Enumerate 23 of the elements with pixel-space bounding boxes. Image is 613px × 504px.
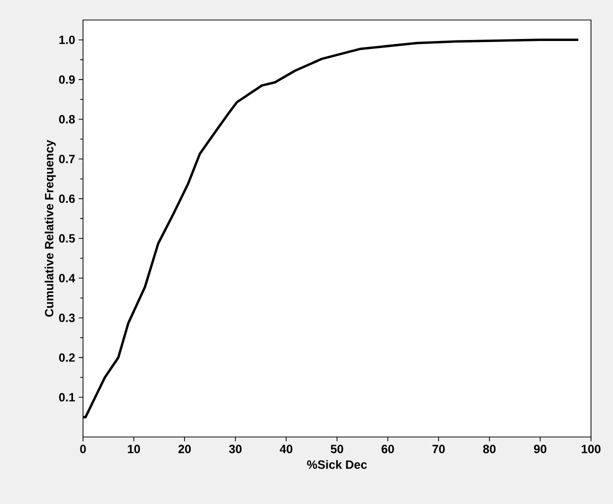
y-tick-label: 0.1	[59, 393, 75, 402]
x-tick-label: 30	[229, 444, 242, 454]
y-tick-label: 0.6	[59, 194, 75, 203]
x-tick-label: 80	[483, 444, 496, 454]
x-tick-label: 90	[534, 444, 546, 454]
y-tick-label: 0.5	[59, 234, 75, 243]
y-axis-title: Cumulative Relative Frequency	[44, 140, 56, 317]
y-tick-label: 0.8	[59, 115, 75, 124]
y-tick-label: 0.7	[59, 154, 75, 164]
y-tick-label: 1.0	[59, 36, 75, 44]
x-axis-title: %Sick Dec	[307, 460, 367, 469]
y-tick-label: 0.9	[59, 75, 75, 84]
x-tick-label: 50	[330, 444, 344, 454]
x-tick-label: 70	[432, 444, 445, 454]
x-tick-label: 100	[582, 444, 600, 454]
y-tick-label: 0.2	[59, 353, 75, 362]
y-tick-label: 0.3	[59, 314, 75, 322]
x-tick-label: 60	[382, 444, 394, 454]
x-tick-label: 0	[80, 444, 86, 454]
y-tick-label: 0.4	[59, 274, 76, 282]
x-tick-label: 10	[128, 444, 140, 454]
x-tick-label: 40	[280, 444, 292, 454]
x-tick-label: 20	[178, 444, 191, 454]
